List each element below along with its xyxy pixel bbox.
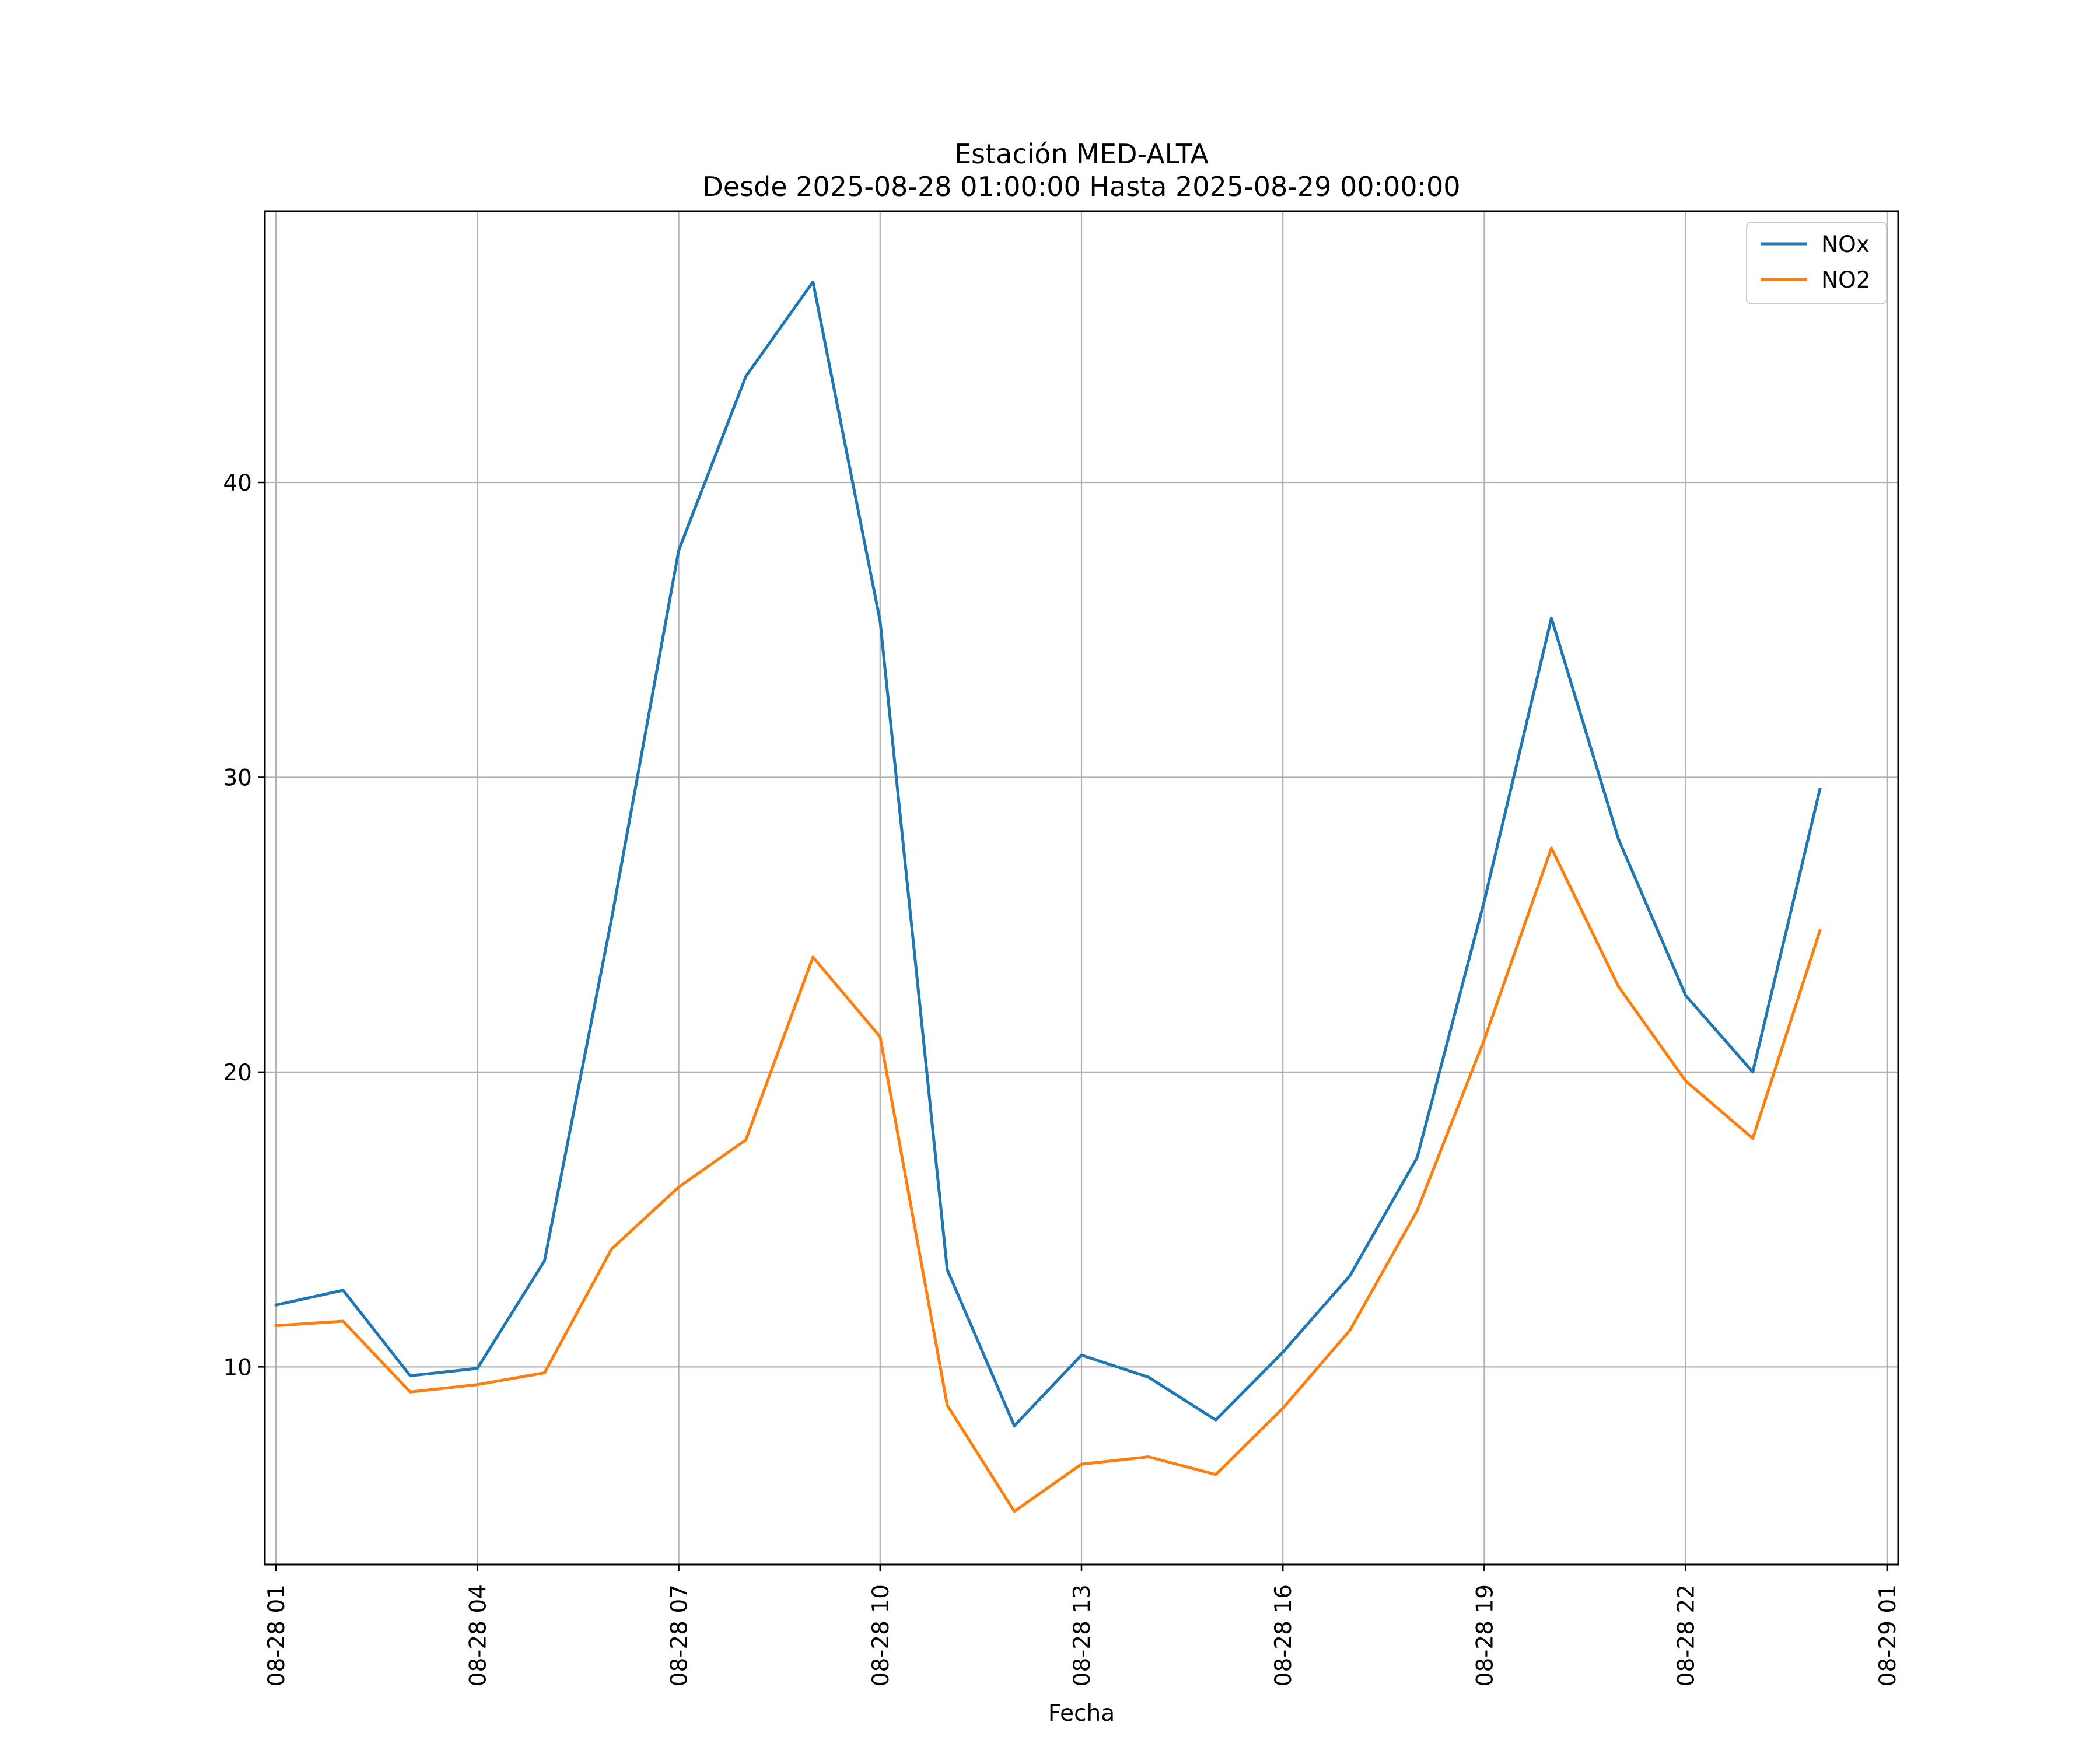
y-tick-label: 30 (223, 765, 252, 791)
x-tick-label: 08-28 13 (1069, 1584, 1096, 1686)
x-tick-label: 08-28 19 (1472, 1584, 1498, 1686)
y-tick-label: 40 (223, 470, 252, 496)
legend-label-nox: NOx (1821, 232, 1870, 258)
legend-label-no2: NO2 (1821, 267, 1871, 293)
chart-subtitle: Desde 2025-08-28 01:00:00 Hasta 2025-08-… (702, 171, 1460, 202)
x-tick-label: 08-29 01 (1875, 1584, 1901, 1686)
x-tick-label: 08-28 22 (1674, 1584, 1700, 1686)
chart-title: Estación MED-ALTA (954, 138, 1209, 170)
x-tick-label: 08-28 10 (868, 1584, 894, 1686)
x-axis-ticks: 08-28 01 08-28 04 08-28 07 08-28 10 08-28 13… (264, 1564, 1901, 1686)
legend: NOx NO2 (1746, 222, 1887, 304)
series-lines (274, 280, 1822, 1513)
x-axis-label: Fecha (1048, 1700, 1115, 1727)
x-tick-label: 08-28 07 (667, 1584, 693, 1686)
series-line-nox (274, 280, 1822, 1427)
y-tick-label: 20 (223, 1060, 252, 1086)
y-tick-label: 10 (223, 1354, 252, 1381)
x-tick-label: 08-28 04 (465, 1584, 491, 1686)
y-axis-ticks: 10 20 30 40 (223, 470, 265, 1381)
x-tick-label: 08-28 16 (1270, 1584, 1297, 1686)
x-tick-label: 08-28 01 (264, 1584, 290, 1686)
series-line-no2 (274, 846, 1822, 1513)
grid (265, 211, 1898, 1564)
